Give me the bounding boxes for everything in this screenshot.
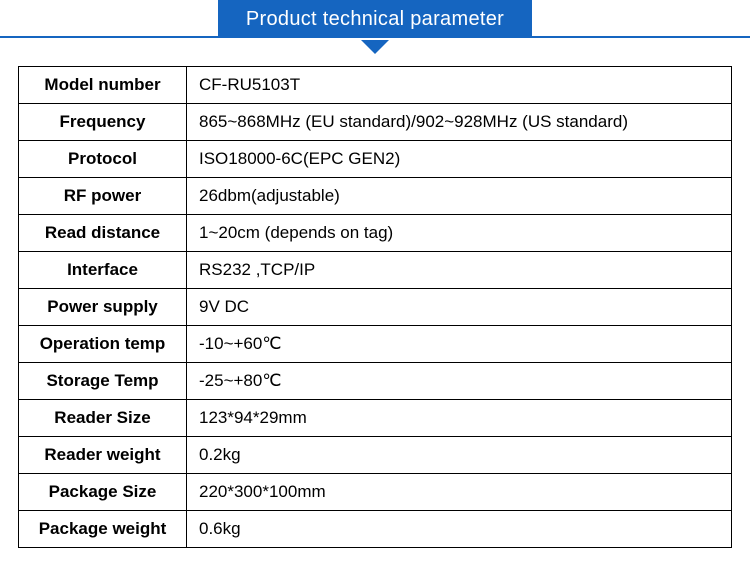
spec-table-body: Model numberCF-RU5103T Frequency865~868M…	[19, 67, 732, 548]
table-row: InterfaceRS232 ,TCP/IP	[19, 252, 732, 289]
spec-label: Protocol	[19, 141, 187, 178]
spec-label: Package Size	[19, 474, 187, 511]
table-row: Frequency865~868MHz (EU standard)/902~92…	[19, 104, 732, 141]
spec-value: -10~+60℃	[187, 326, 732, 363]
spec-value: 9V DC	[187, 289, 732, 326]
table-row: Model numberCF-RU5103T	[19, 67, 732, 104]
spec-label: Frequency	[19, 104, 187, 141]
table-row: Reader Size123*94*29mm	[19, 400, 732, 437]
table-row: Operation temp-10~+60℃	[19, 326, 732, 363]
table-row: Package weight0.6kg	[19, 511, 732, 548]
spec-table-container: Model numberCF-RU5103T Frequency865~868M…	[0, 38, 750, 548]
spec-label: Power supply	[19, 289, 187, 326]
spec-label: Package weight	[19, 511, 187, 548]
table-row: Package Size220*300*100mm	[19, 474, 732, 511]
spec-table: Model numberCF-RU5103T Frequency865~868M…	[18, 66, 732, 548]
table-row: ProtocolISO18000-6C(EPC GEN2)	[19, 141, 732, 178]
spec-label: Reader weight	[19, 437, 187, 474]
spec-label: Operation temp	[19, 326, 187, 363]
header-triangle-icon	[361, 40, 389, 54]
spec-label: Reader Size	[19, 400, 187, 437]
spec-label: Read distance	[19, 215, 187, 252]
spec-label: Storage Temp	[19, 363, 187, 400]
table-row: Power supply9V DC	[19, 289, 732, 326]
spec-value: -25~+80℃	[187, 363, 732, 400]
spec-value: 865~868MHz (EU standard)/902~928MHz (US …	[187, 104, 732, 141]
spec-value: CF-RU5103T	[187, 67, 732, 104]
spec-value: RS232 ,TCP/IP	[187, 252, 732, 289]
spec-value: 26dbm(adjustable)	[187, 178, 732, 215]
header-title: Product technical parameter	[218, 0, 532, 38]
table-row: Read distance1~20cm (depends on tag)	[19, 215, 732, 252]
spec-value: 0.6kg	[187, 511, 732, 548]
spec-value: 123*94*29mm	[187, 400, 732, 437]
spec-value: 220*300*100mm	[187, 474, 732, 511]
spec-value: 0.2kg	[187, 437, 732, 474]
header-bar: Product technical parameter	[0, 0, 750, 38]
spec-label: RF power	[19, 178, 187, 215]
spec-value: ISO18000-6C(EPC GEN2)	[187, 141, 732, 178]
spec-value: 1~20cm (depends on tag)	[187, 215, 732, 252]
table-row: Storage Temp-25~+80℃	[19, 363, 732, 400]
spec-label: Model number	[19, 67, 187, 104]
table-row: Reader weight0.2kg	[19, 437, 732, 474]
spec-label: Interface	[19, 252, 187, 289]
table-row: RF power26dbm(adjustable)	[19, 178, 732, 215]
